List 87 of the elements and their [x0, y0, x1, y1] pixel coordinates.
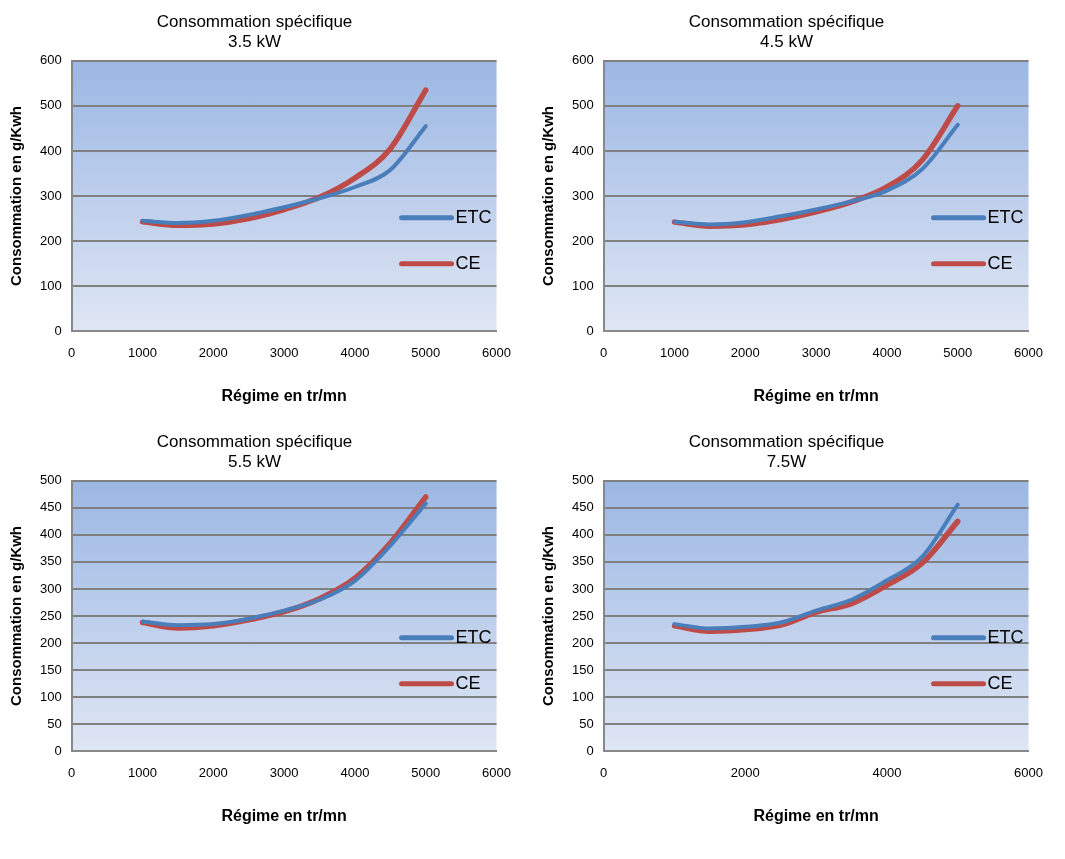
y-tick-label: 400 — [39, 526, 62, 542]
y-axis-title: Consommation en g/Kwh — [7, 526, 25, 706]
y-tick-label: 500 — [39, 472, 62, 488]
y-tick-label: 100 — [571, 277, 594, 293]
y-tick-label: 500 — [571, 472, 594, 488]
legend-label: ETC — [987, 626, 1024, 647]
x-axis-title: Régime en tr/mn — [221, 806, 347, 824]
legend-label: ETC — [455, 626, 492, 647]
legend-label: CE — [455, 672, 481, 693]
y-tick-label: 200 — [39, 232, 62, 248]
y-tick-label: 450 — [571, 499, 594, 515]
x-tick-label: 2000 — [730, 764, 760, 780]
x-tick-label: 3000 — [269, 344, 299, 360]
x-tick-label: 1000 — [660, 344, 689, 360]
y-tick-label: 200 — [39, 634, 62, 650]
y-tick-label: 150 — [571, 661, 594, 677]
x-tick-label: 4000 — [340, 764, 370, 780]
y-tick-label: 300 — [571, 580, 594, 596]
x-axis-title: Régime en tr/mn — [753, 806, 879, 824]
chart-subtitle: 4.5 kW — [760, 32, 813, 52]
x-tick-label: 6000 — [1014, 764, 1043, 780]
x-tick-label: 5000 — [411, 764, 441, 780]
y-tick-label: 50 — [47, 715, 62, 731]
x-tick-label: 4000 — [872, 344, 902, 360]
x-tick-label: 3000 — [269, 764, 299, 780]
y-tick-label: 0 — [54, 322, 62, 338]
x-tick-label: 3000 — [801, 344, 831, 360]
x-tick-label: 5000 — [411, 344, 441, 360]
y-tick-label: 350 — [39, 553, 62, 569]
y-tick-label: 0 — [586, 742, 594, 758]
y-tick-label: 200 — [571, 634, 594, 650]
y-axis-title: Consommation en g/Kwh — [539, 106, 557, 286]
y-tick-label: 400 — [571, 526, 594, 542]
y-tick-label: 350 — [571, 553, 594, 569]
y-tick-label: 450 — [39, 499, 62, 515]
y-axis-title: Consommation en g/Kwh — [539, 526, 557, 706]
chart-subtitle: 3.5 kW — [228, 32, 281, 52]
x-tick-label: 2000 — [730, 344, 760, 360]
legend-label: ETC — [987, 206, 1024, 227]
y-tick-label: 600 — [571, 52, 594, 68]
x-axis-title: Régime en tr/mn — [221, 386, 347, 404]
y-tick-label: 400 — [571, 142, 594, 158]
y-tick-label: 600 — [39, 52, 62, 68]
y-tick-label: 300 — [39, 187, 62, 203]
y-tick-label: 300 — [39, 580, 62, 596]
legend-label: CE — [455, 252, 481, 273]
x-tick-label: 5000 — [943, 344, 973, 360]
chart-title: Consommation spécifique — [688, 431, 885, 451]
chart-title: Consommation spécifique — [688, 11, 885, 31]
x-tick-label: 1000 — [128, 764, 157, 780]
x-tick-label: 2000 — [198, 344, 228, 360]
y-tick-label: 150 — [39, 661, 62, 677]
y-tick-label: 250 — [39, 607, 62, 623]
chart-subtitle: 5.5 kW — [228, 452, 281, 472]
x-tick-label: 6000 — [482, 764, 511, 780]
line-series — [140, 124, 428, 226]
y-tick-label: 300 — [571, 187, 594, 203]
y-tick-label: 500 — [571, 97, 594, 113]
chart-title: Consommation spécifique — [156, 11, 353, 31]
legend-label: CE — [987, 252, 1013, 273]
x-tick-label: 0 — [600, 344, 608, 360]
y-tick-label: 50 — [579, 715, 594, 731]
x-tick-label: 0 — [68, 344, 76, 360]
x-tick-label: 6000 — [1014, 344, 1043, 360]
chart-title: Consommation spécifique — [156, 431, 353, 451]
x-tick-label: 0 — [600, 764, 608, 780]
line-series — [672, 122, 960, 227]
x-tick-label: 4000 — [340, 344, 370, 360]
y-tick-label: 250 — [571, 607, 594, 623]
y-tick-label: 100 — [39, 688, 62, 704]
chart-subtitle: 7.5W — [766, 452, 807, 472]
y-tick-label: 100 — [571, 688, 594, 704]
y-tick-label: 200 — [571, 232, 594, 248]
y-tick-label: 400 — [39, 142, 62, 158]
x-tick-label: 1000 — [128, 344, 157, 360]
x-tick-label: 2000 — [198, 764, 228, 780]
legend-label: ETC — [455, 206, 492, 227]
x-tick-label: 0 — [68, 764, 76, 780]
y-tick-label: 0 — [54, 742, 62, 758]
legend-label: CE — [987, 672, 1013, 693]
x-tick-label: 6000 — [482, 344, 511, 360]
y-tick-label: 100 — [39, 277, 62, 293]
y-tick-label: 500 — [39, 97, 62, 113]
x-tick-label: 4000 — [872, 764, 902, 780]
y-axis-title: Consommation en g/Kwh — [7, 106, 25, 286]
y-tick-label: 0 — [586, 322, 594, 338]
x-axis-title: Régime en tr/mn — [753, 386, 879, 404]
